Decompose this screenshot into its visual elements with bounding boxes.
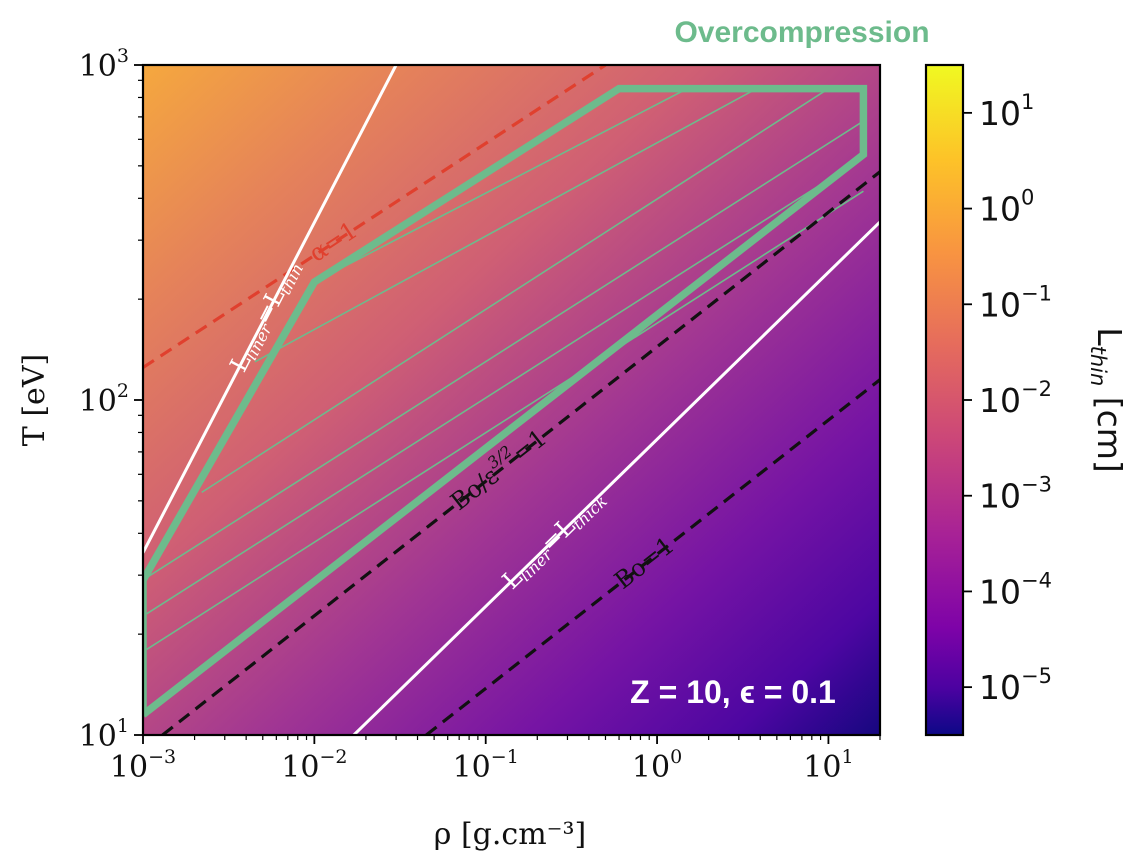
- x-axis-label: ρ [g.cm⁻³]: [434, 817, 586, 852]
- curve-bo_eps: [161, 170, 880, 735]
- colorbar-tick-label: 100: [979, 186, 1034, 229]
- parameters-annotation: Z = 10, ϵ = 0.1: [630, 674, 836, 710]
- y-axis-label: T [eV]: [17, 354, 52, 446]
- curve-bo1: [425, 378, 880, 735]
- colorbar-tick-label: 101: [979, 90, 1034, 133]
- curve-liner_thin: [143, 65, 398, 554]
- x-tick-label: 10−1: [453, 746, 519, 785]
- hatch-line-1: [146, 120, 864, 579]
- hatch-line-6: [313, 87, 688, 283]
- curve-alpha1: [143, 65, 607, 369]
- colorbar-tick-label: 10−4: [979, 568, 1052, 611]
- heatmap-background: [143, 65, 880, 735]
- y-tick-label: 103: [79, 45, 129, 84]
- hatch-line-3: [146, 190, 864, 651]
- curve-liner_thick: [352, 220, 880, 735]
- x-tick-label: 100: [632, 746, 682, 785]
- hatch-line-4: [201, 87, 829, 494]
- colorbar-tick-label: 10−1: [979, 281, 1052, 324]
- overcompression-title: Overcompression: [674, 16, 929, 49]
- hatch-line-5: [254, 87, 757, 363]
- y-tick-label: 102: [79, 380, 129, 419]
- x-tick-label: 101: [803, 746, 853, 785]
- y-tick-label: 101: [79, 715, 129, 754]
- overcompression-region: [143, 84, 868, 718]
- colorbar: [924, 63, 965, 737]
- hatch-line-2: [146, 156, 864, 615]
- colorbar-label: Lthin [cm]: [1086, 327, 1129, 473]
- x-tick-label: 10−3: [110, 746, 176, 785]
- x-tick-label: 10−2: [281, 746, 347, 785]
- colorbar-tick-label: 10−2: [979, 377, 1052, 420]
- colorbar-tick-label: 10−3: [979, 473, 1052, 516]
- colorbar-tick-label: 10−5: [979, 664, 1052, 707]
